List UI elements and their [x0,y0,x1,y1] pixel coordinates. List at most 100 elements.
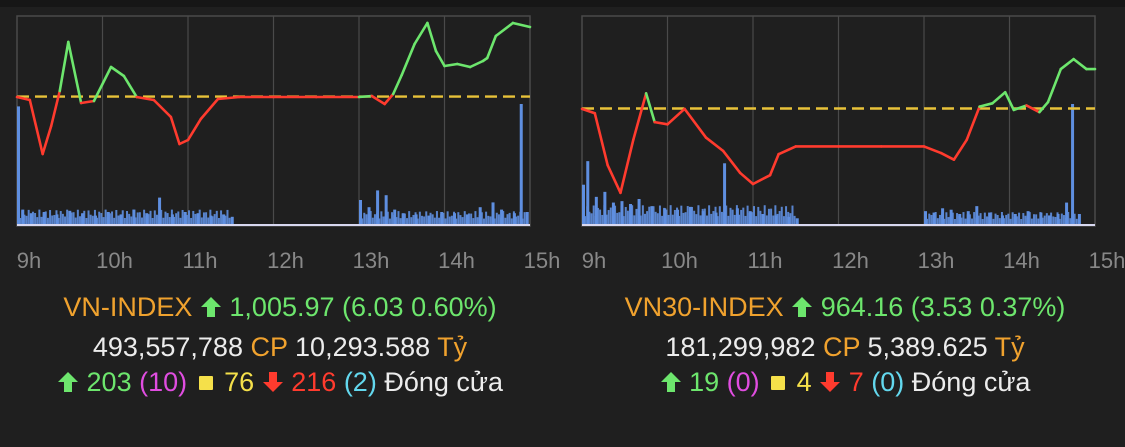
volume-bar [665,209,668,224]
volume-bar [440,214,443,224]
volume-bar [697,205,700,224]
volume-bar [729,207,732,224]
price-line-segment [468,59,485,69]
volume-bar [213,214,216,224]
volume-bar [750,212,753,224]
volume-bar [626,210,629,224]
volume-bar [136,212,139,224]
price-line-segment [1059,57,1075,71]
volume-bar [119,214,122,224]
volume-bar [359,211,361,224]
volume-bar [629,204,633,224]
volume-bar [1056,212,1059,224]
decliners-count: 7 [848,367,864,397]
volume-bar [693,210,696,224]
volume-bar [928,213,931,224]
volume-bar [1020,218,1023,224]
volume-bar [932,218,935,224]
price-line-segment [58,40,70,93]
price-line-segment [1046,89,1054,104]
ceiling-count: (10) [139,367,188,397]
vn-index-volume-line: 493,557,788 CP 10,293.588 Tỷ [0,332,560,363]
volume-bar [93,209,96,224]
volume-bar [190,217,193,224]
volume-bar [631,205,634,224]
volume-bar [605,214,608,224]
volume-bar [401,213,404,224]
volume-bar [648,206,651,224]
volume-bar [738,214,741,224]
volume-bar [684,212,687,224]
price-line-segment [135,95,156,102]
volume-bar [431,214,434,224]
volume-bar [425,211,428,224]
price-line-segment [666,107,686,126]
volume-bar [145,216,148,224]
volume-bar [1011,212,1014,224]
price-line-segment [644,92,656,124]
volume-bar [480,212,483,224]
volume-bar [463,211,466,224]
volume-bar [770,208,773,224]
volume-bar [491,211,494,224]
price-line-segment [606,163,622,195]
volume-bar [91,215,94,224]
volume-bar [1073,213,1076,224]
volume-bar [1026,217,1029,224]
volume-bar [1065,218,1068,224]
price-line-segment [1003,90,1016,112]
volume-bar [87,210,90,224]
volume-bar [46,217,49,224]
price-line-segment [383,92,395,106]
top-bar [0,0,1125,7]
volume-bar [207,217,210,224]
price-line-segment [169,115,181,146]
volume-bar [994,213,997,224]
volume-bar [81,214,84,224]
volume-bar [399,218,402,224]
volume-bar [489,216,492,224]
volume-bar [646,211,649,224]
volume-bar [457,212,460,224]
volume-bar [975,206,979,224]
volume-bar [1071,104,1075,224]
vn30-index-breadth-line: 19 (0) 4 7 (0) Đóng cửa [565,367,1125,398]
price-line-segment [152,98,173,119]
volume-bar [643,213,646,224]
price-line-segment [485,34,498,60]
unchanged-square-icon [198,375,213,390]
volume-bar [663,207,666,224]
volume-bar [500,217,503,224]
volume-bar [592,205,595,224]
volume-bar [695,214,698,224]
volume-bar [1035,214,1038,224]
volume-bar [74,217,77,224]
volume-bar [121,210,124,224]
price-line-segment [79,99,96,105]
price-line-segment [768,152,780,177]
volume-bar [98,211,101,224]
price-line-segment [738,171,755,186]
volume-bar [990,212,993,224]
price-line-segment [92,65,113,103]
x-tick-label: 15h [524,248,561,273]
arrow-up-icon [660,367,682,398]
volume-bar [151,217,154,224]
volume-bar [61,213,64,224]
volume-bar [712,211,715,224]
volume-bar [361,218,364,224]
volume-bar [735,205,738,224]
volume-bar [1071,214,1074,224]
volume-bar [588,211,591,224]
volume-bar [975,217,978,224]
market-status: Đóng cửa [384,367,503,397]
volume-bar [224,215,227,224]
volume-bar [676,207,679,224]
advancers-count: 203 [86,367,132,397]
volume-bar [723,213,726,224]
price-line-segment [952,138,969,161]
x-tick-label: 9h [582,248,606,273]
x-tick-label: 12h [832,248,869,273]
price-line-segment [965,105,981,142]
volume-bar [42,213,45,224]
